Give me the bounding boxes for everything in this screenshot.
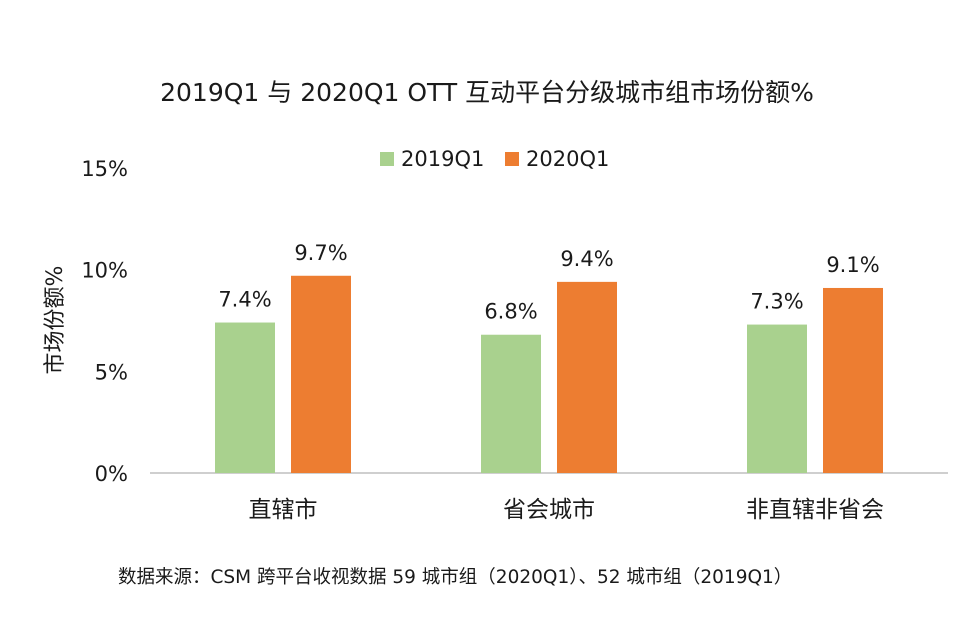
bar-data-label: 7.3% [750,290,803,314]
source-note: 数据来源：CSM 跨平台收视数据 59 城市组（2020Q1）、52 城市组（2… [118,567,792,588]
y-axis-title: 市场份额% [43,266,68,375]
x-tick-label: 直辖市 [249,497,318,523]
bar [215,322,275,473]
x-tick-label: 省会城市 [503,497,595,523]
bar-data-label: 9.7% [294,241,347,265]
chart-title: 2019Q1 与 2020Q1 OTT 互动平台分级城市组市场份额% [160,78,814,107]
bar [291,275,351,473]
bar-data-label: 6.8% [484,300,537,324]
bar [481,334,541,473]
y-tick-label: 5% [95,360,128,384]
x-tick-label: 非直辖非省会 [746,497,884,523]
legend-label: 2020Q1 [526,147,609,171]
bars [215,275,883,473]
x-axis: 直辖市 省会城市 非直辖非省会 [249,497,885,523]
bar [823,287,883,473]
bar-data-label: 9.1% [826,253,879,277]
bar [557,281,617,473]
legend-swatch [505,152,519,166]
legend-swatch [380,152,394,166]
bar-data-label: 9.4% [560,247,613,271]
y-tick-label: 15% [81,157,128,181]
y-tick-label: 10% [81,259,128,283]
legend: 2019Q1 2020Q1 [380,147,609,171]
y-axis: 0% 5% 10% 15% [81,157,128,486]
bar-data-label: 7.4% [218,288,271,312]
bar-labels: 7.4% 9.7% 6.8% 9.4% 7.3% 9.1% [218,241,879,324]
legend-label: 2019Q1 [401,147,484,171]
y-tick-label: 0% [95,462,128,486]
bar [747,324,807,473]
